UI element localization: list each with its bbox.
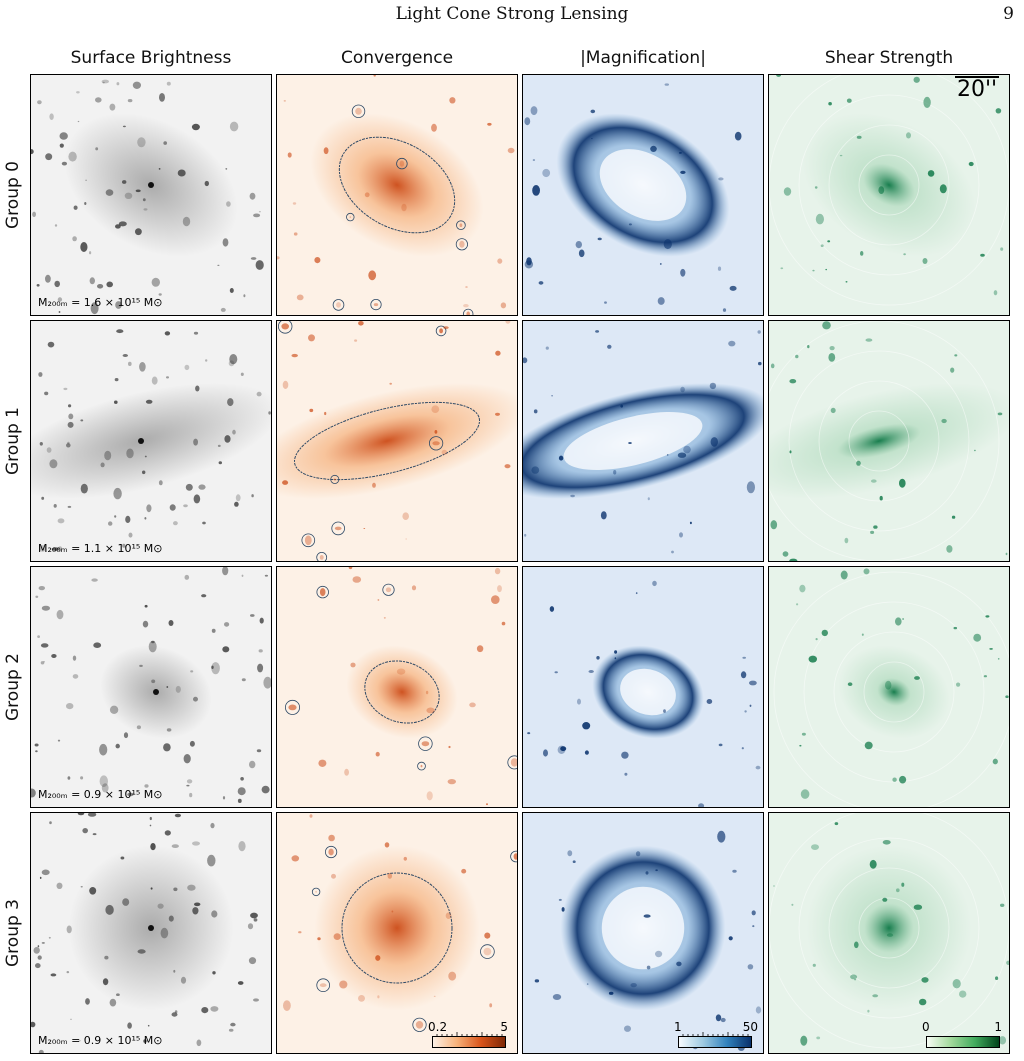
angular-scale-bar: 20'' <box>955 76 1000 102</box>
panel-shear-strength-group-2 <box>768 566 1010 808</box>
column-title-surface-brightness: Surface Brightness <box>70 48 232 68</box>
panel-convergence-group-3 <box>276 812 518 1054</box>
magnification-colorbar-gradient <box>678 1036 752 1048</box>
page-number: 9 <box>1003 4 1014 24</box>
row-label-group-0: Group 0 <box>3 161 23 229</box>
panel-magnification-group-2 <box>522 566 764 808</box>
panel-shear-strength-group-0 <box>768 74 1010 316</box>
panel-magnification-group-3 <box>522 812 764 1054</box>
shear-colorbar-max: 1 <box>994 1020 1002 1034</box>
mass-label-group-0: M₂₀₀ₘ = 1.6 × 10¹⁵ M⊙ <box>38 296 163 309</box>
panel-shear-strength-group-3 <box>768 812 1010 1054</box>
shear-colorbar-min: 0 <box>922 1020 930 1034</box>
mass-label-group-2: M₂₀₀ₘ = 0.9 × 10¹⁵ M⊙ <box>38 788 163 801</box>
panel-convergence-group-1 <box>276 320 518 562</box>
mass-label-group-3: M₂₀₀ₘ = 0.9 × 10¹⁵ M⊙ <box>38 1034 163 1047</box>
panel-convergence-group-0 <box>276 74 518 316</box>
row-label-group-1: Group 1 <box>3 407 23 475</box>
panel-magnification-group-0 <box>522 74 764 316</box>
convergence-colorbar: 0.2 5 <box>428 1020 508 1048</box>
convergence-colorbar-min: 0.2 <box>428 1020 448 1034</box>
column-title-magnification: |Magnification| <box>580 48 706 68</box>
convergence-colorbar-gradient <box>432 1036 506 1048</box>
row-label-group-3: Group 3 <box>3 899 23 967</box>
page-header: Light Cone Strong Lensing 9 <box>0 4 1024 30</box>
magnification-colorbar: 1 50 <box>674 1020 758 1048</box>
panel-convergence-group-2 <box>276 566 518 808</box>
panel-magnification-group-1 <box>522 320 764 562</box>
shear-colorbar: 0 1 <box>922 1020 1002 1048</box>
running-title: Light Cone Strong Lensing <box>395 4 629 24</box>
convergence-colorbar-max: 5 <box>500 1020 508 1034</box>
magnification-colorbar-min: 1 <box>674 1020 682 1034</box>
magnification-colorbar-max: 50 <box>742 1020 758 1034</box>
mass-label-group-1: M₂₀₀ₘ = 1.1 × 10¹⁵ M⊙ <box>38 542 163 555</box>
column-title-convergence: Convergence <box>340 48 454 68</box>
panel-surface-brightness-group-3 <box>30 812 272 1054</box>
panel-surface-brightness-group-1 <box>30 320 272 562</box>
shear-colorbar-gradient <box>926 1036 1000 1048</box>
panel-surface-brightness-group-2 <box>30 566 272 808</box>
panel-surface-brightness-group-0 <box>30 74 272 316</box>
column-title-shear-strength: Shear Strength <box>824 48 954 68</box>
row-label-group-2: Group 2 <box>3 653 23 721</box>
panel-shear-strength-group-1 <box>768 320 1010 562</box>
